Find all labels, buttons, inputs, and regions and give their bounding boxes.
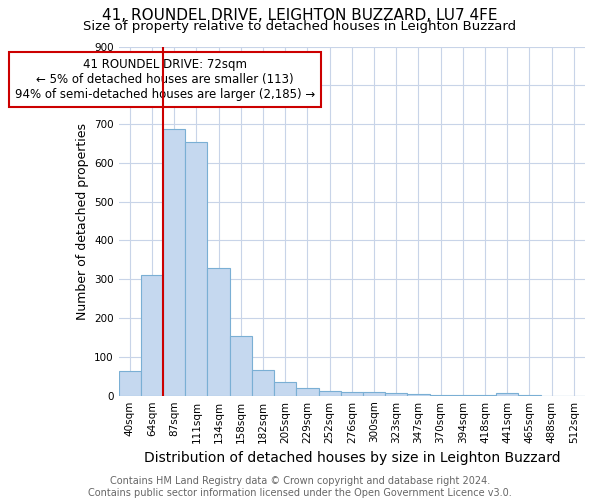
Text: 41 ROUNDEL DRIVE: 72sqm
← 5% of detached houses are smaller (113)
94% of semi-de: 41 ROUNDEL DRIVE: 72sqm ← 5% of detached…	[15, 58, 316, 101]
Bar	[141, 276, 163, 396]
Bar	[208, 268, 230, 396]
Text: Size of property relative to detached houses in Leighton Buzzard: Size of property relative to detached ho…	[83, 20, 517, 33]
X-axis label: Distribution of detached houses by size in Leighton Buzzard: Distribution of detached houses by size …	[143, 451, 560, 465]
Bar	[407, 394, 430, 396]
Bar	[163, 129, 185, 396]
Text: 41, ROUNDEL DRIVE, LEIGHTON BUZZARD, LU7 4FE: 41, ROUNDEL DRIVE, LEIGHTON BUZZARD, LU7…	[102, 8, 498, 22]
Y-axis label: Number of detached properties: Number of detached properties	[76, 122, 89, 320]
Bar	[496, 392, 518, 396]
Bar	[274, 382, 296, 396]
Bar	[363, 392, 385, 396]
Bar	[385, 394, 407, 396]
Bar	[341, 392, 363, 396]
Text: Contains HM Land Registry data © Crown copyright and database right 2024.
Contai: Contains HM Land Registry data © Crown c…	[88, 476, 512, 498]
Bar	[185, 142, 208, 396]
Bar	[319, 390, 341, 396]
Bar	[296, 388, 319, 396]
Bar	[252, 370, 274, 396]
Bar	[430, 395, 452, 396]
Bar	[230, 336, 252, 396]
Bar	[119, 371, 141, 396]
